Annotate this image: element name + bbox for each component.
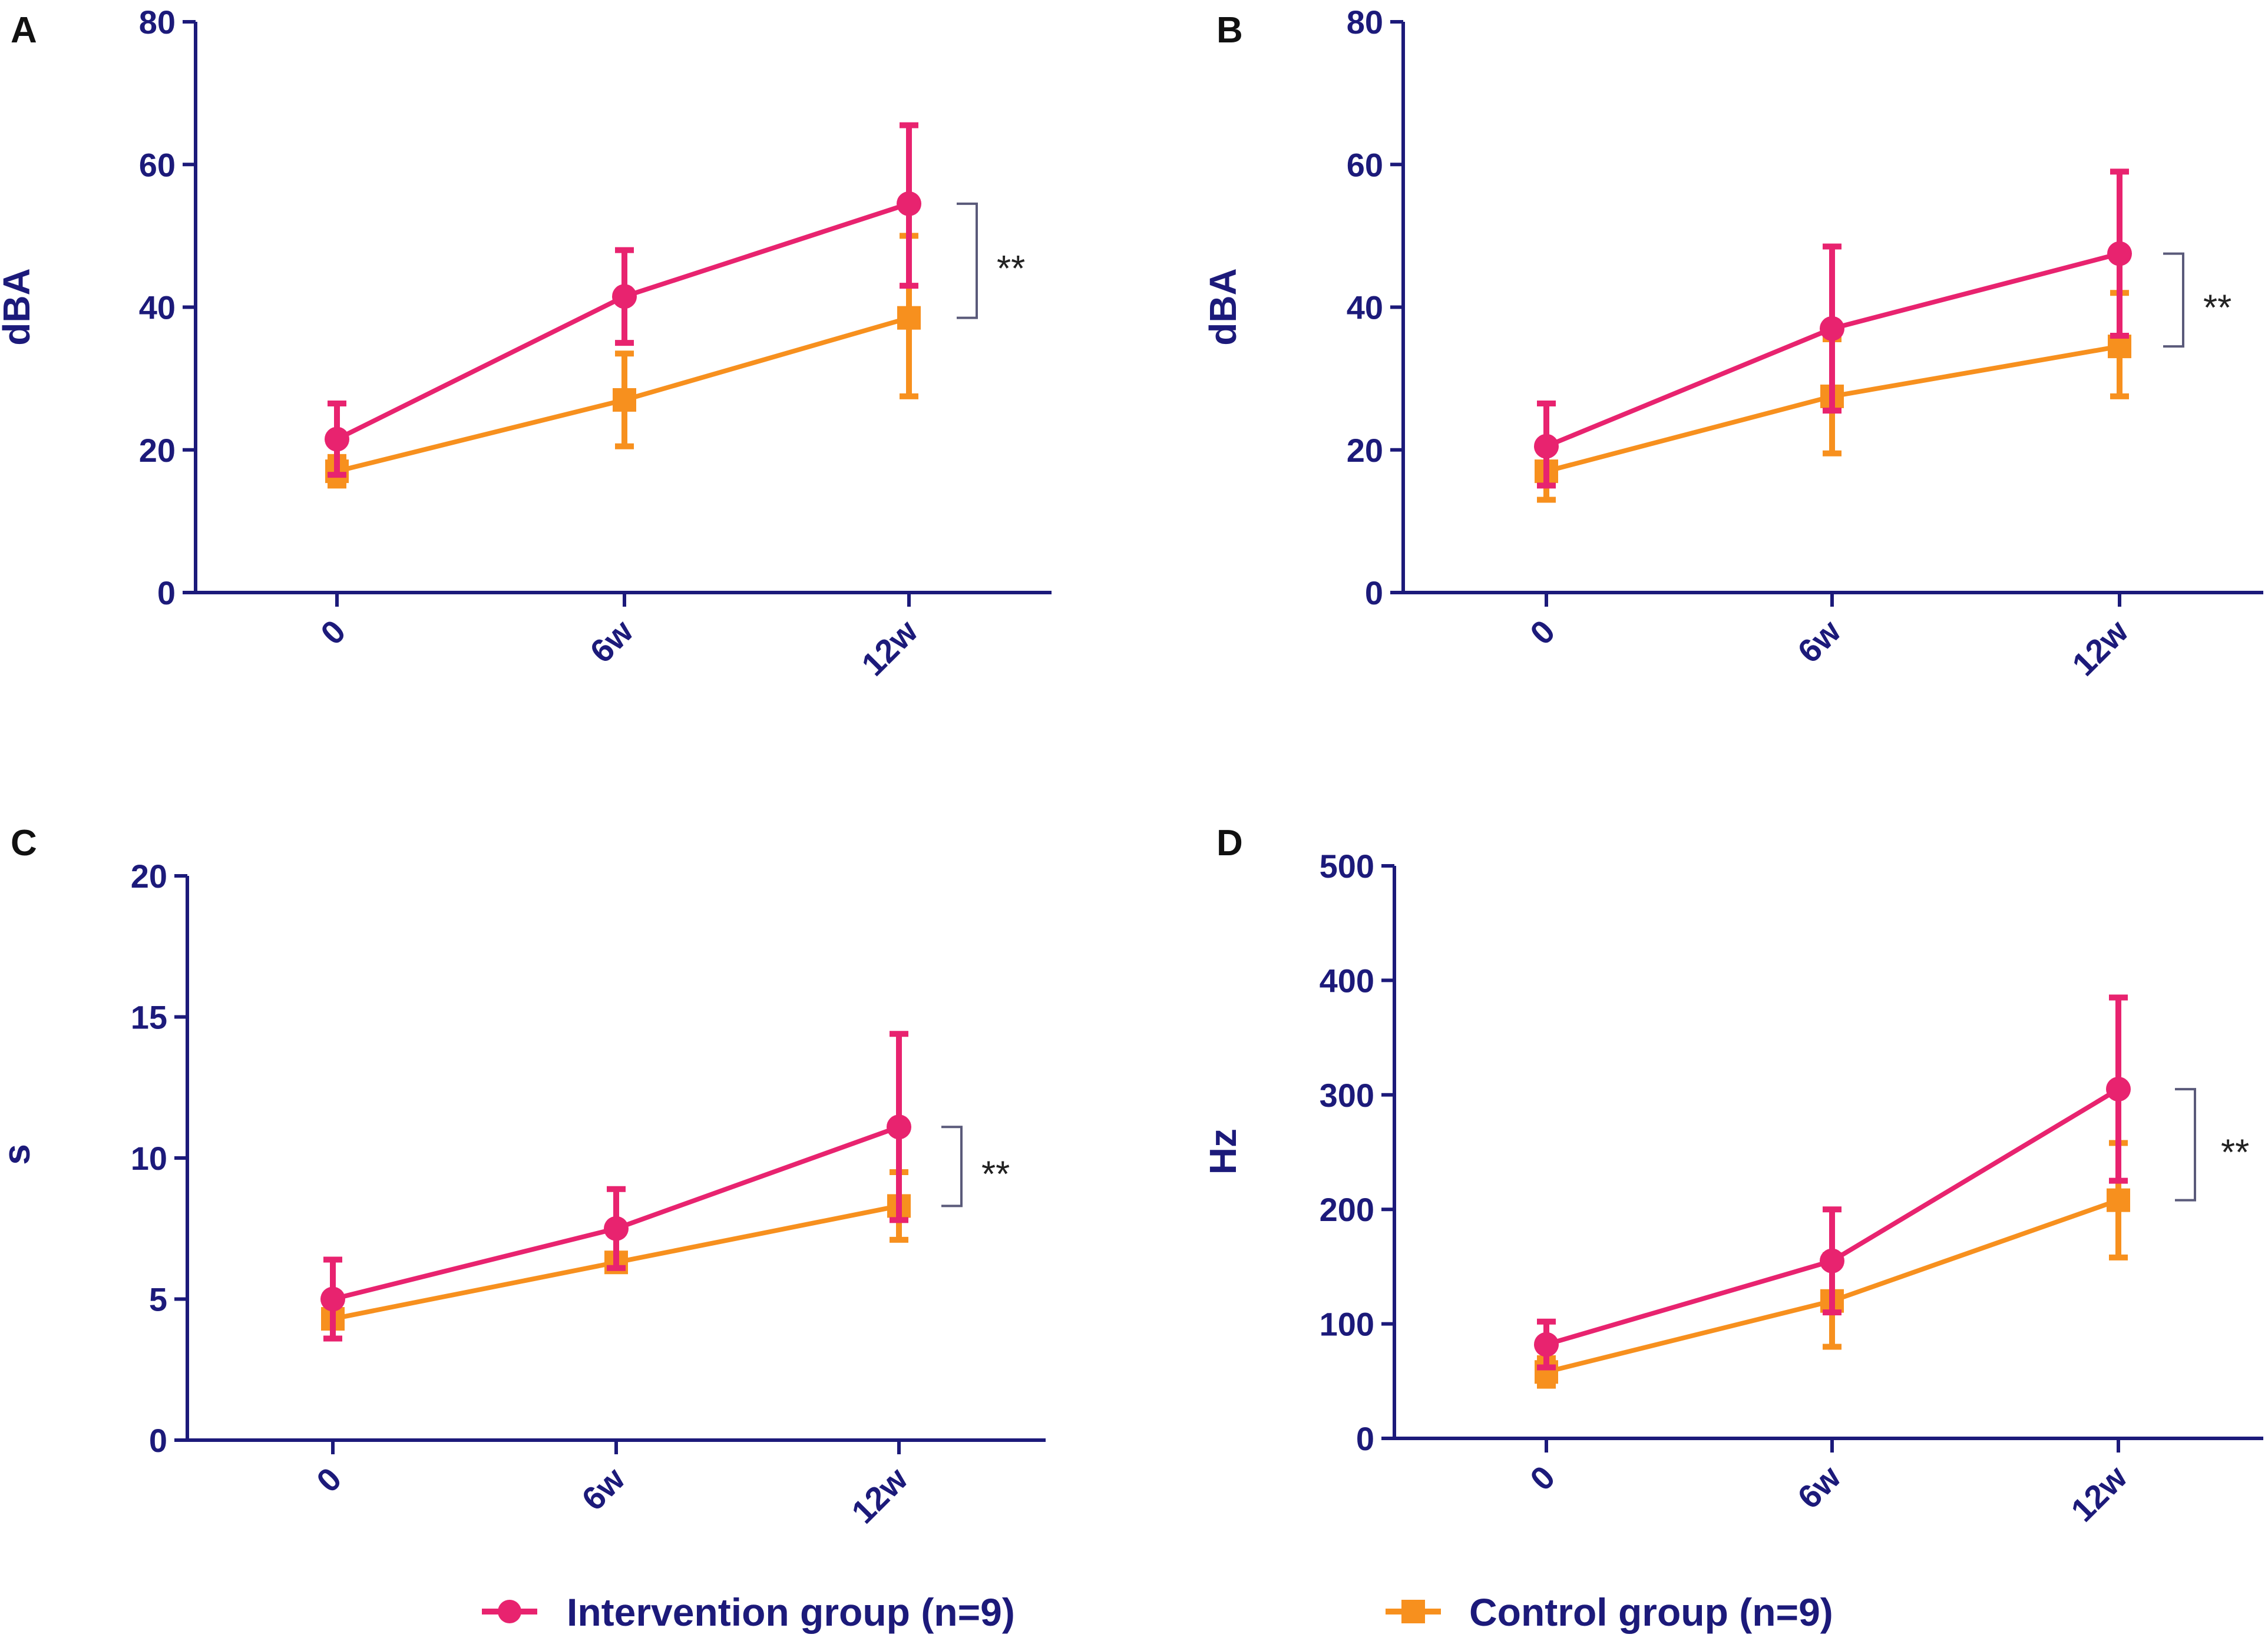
panel-b-y-tick-label: 0 (1365, 574, 1383, 611)
panel-d-x-tick-label: 0 (1523, 1458, 1562, 1498)
panel-a-y-axis-label: dBA (0, 268, 38, 346)
panel-b-y-tick-label: 20 (1347, 432, 1383, 469)
panel-c-intervention-series (320, 1031, 911, 1342)
panel-b-y-tick-label: 80 (1347, 4, 1383, 41)
legend-intervention: Intervention group (n=9) (482, 1590, 1015, 1634)
panel-b-intervention-series (1534, 168, 2132, 489)
panel-a-intervention-series (325, 122, 921, 478)
panel-b-y-tick-label: 60 (1347, 146, 1383, 183)
panel-d-intervention-point (2106, 1077, 2131, 1102)
panel-b-x-tick-label: 12w (2065, 613, 2135, 683)
legend: Intervention group (n=9) Control group (… (482, 1590, 1833, 1634)
panel-d-y-tick-label: 500 (1320, 848, 1374, 885)
panel-a-control-point (897, 306, 921, 330)
panel-c-intervention-point (887, 1114, 911, 1140)
panel-c-significance-bracket (941, 1126, 963, 1207)
panel-b-x-tick-label: 0 (1523, 613, 1562, 652)
panel-a-significance-label: ** (997, 249, 1025, 289)
panel-d-x-tick-label: 12w (2064, 1458, 2134, 1529)
panel-d-significance-bracket (2175, 1088, 2196, 1202)
panel-c-x-tick-label: 6w (574, 1460, 632, 1518)
chart-panels: A 0 20 40 60 80 0 6w 12w dBA ** B 0 20 40 60 80 0 6w 12w dBA… (0, 4, 2263, 1530)
panel-a-y-tick-label: 0 (157, 574, 176, 611)
panel-b-significance-label: ** (2203, 287, 2231, 328)
panel-a-x-tick-label: 6w (583, 613, 640, 670)
panel-d-letter: D (1216, 823, 1243, 863)
panel-a-y-tick-label: 20 (139, 432, 176, 469)
panel-a: A 0 20 40 60 80 0 6w 12w dBA ** (0, 4, 1052, 683)
panel-b-letter: B (1216, 10, 1243, 51)
panel-c-y-tick-label: 0 (149, 1422, 167, 1459)
panel-d-significance-label: ** (2221, 1132, 2249, 1173)
panel-a-intervention-point (325, 426, 349, 452)
panel-a-intervention-point (897, 191, 921, 216)
panel-c-y-axis-label: s (0, 1144, 38, 1165)
panel-d-control-point (2107, 1188, 2130, 1212)
panel-a-x-tick-label: 0 (313, 613, 353, 652)
panel-b: B 0 20 40 60 80 0 6w 12w dBA ** (1202, 4, 2263, 683)
panel-a-control-series (325, 233, 921, 489)
panel-d-y-tick-label: 100 (1320, 1306, 1374, 1343)
panel-a-y-tick-label: 60 (139, 146, 176, 183)
panel-b-y-axis-label: dBA (1202, 268, 1244, 346)
panel-d-y-tick-label: 0 (1356, 1420, 1374, 1457)
panel-d-x-tick-label: 6w (1790, 1458, 1848, 1516)
panel-c-intervention-point (604, 1216, 629, 1241)
panel-a-y-tick-label: 40 (139, 289, 176, 326)
panel-c-y-tick-label: 15 (131, 999, 167, 1036)
legend-intervention-marker (498, 1600, 521, 1623)
panel-a-intervention-point (612, 284, 637, 309)
panel-d-intervention-series (1534, 994, 2131, 1371)
panel-d-y-axis-label: Hz (1202, 1129, 1244, 1174)
panel-d-y-tick-label: 400 (1320, 962, 1374, 999)
panel-a-significance-bracket (957, 202, 978, 319)
legend-control-marker (1401, 1600, 1425, 1623)
panel-a-control-point (613, 388, 636, 412)
panel-c-significance-label: ** (981, 1154, 1010, 1195)
panel-d-intervention-point (1820, 1248, 1844, 1273)
panel-b-y-tick-label: 40 (1347, 289, 1383, 326)
panel-c-x-tick-label: 12w (844, 1460, 915, 1531)
panel-c-x-tick-label: 0 (309, 1460, 349, 1500)
panel-b-x-tick-label: 6w (1790, 613, 1848, 670)
panel-c-letter: C (11, 823, 37, 863)
panel-c-intervention-point (320, 1286, 345, 1312)
panel-d-intervention-point (1534, 1332, 1559, 1357)
panel-b-intervention-point (1820, 316, 1844, 341)
panel-b-intervention-point (1534, 434, 1559, 459)
panel-b-intervention-point (2107, 241, 2132, 266)
legend-control: Control group (n=9) (1386, 1590, 1833, 1634)
legend-control-label: Control group (n=9) (1469, 1590, 1833, 1634)
panel-a-y-tick-label: 80 (139, 4, 176, 41)
panel-c: C 0 5 10 15 20 0 6w 12w s ** (0, 823, 1046, 1530)
panel-a-letter: A (11, 10, 37, 51)
panel-d: D 0 100 200 300 400 500 0 6w 12w Hz ** (1202, 823, 2263, 1528)
panel-c-y-tick-label: 20 (131, 858, 167, 895)
legend-intervention-label: Intervention group (n=9) (567, 1590, 1015, 1634)
panel-d-y-tick-label: 200 (1320, 1191, 1374, 1228)
panel-d-y-tick-label: 300 (1320, 1077, 1374, 1114)
panel-c-y-tick-label: 10 (131, 1140, 167, 1177)
panel-a-x-tick-label: 12w (854, 613, 925, 683)
panel-b-significance-bracket (2163, 252, 2184, 348)
panel-c-y-tick-label: 5 (149, 1281, 167, 1318)
